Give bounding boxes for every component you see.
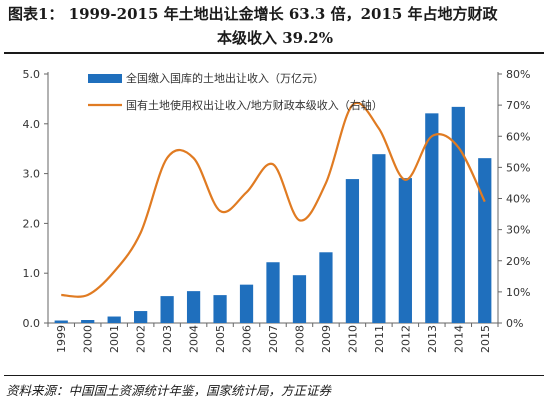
x-tick-label: 2015: [479, 325, 492, 353]
x-tick-label: 2013: [426, 325, 439, 353]
y-right-tick-label: 80%: [506, 68, 530, 81]
x-tick-label: 2000: [82, 325, 95, 353]
bar: [372, 154, 386, 323]
x-tick-label: 2009: [320, 325, 333, 353]
x-tick-label: 2008: [293, 325, 306, 353]
x-tick-label: 2002: [135, 325, 148, 353]
chart-title-line-1: 图表1： 1999-2015 年土地出让金增长 63.3 倍，2015 年占地方…: [8, 5, 498, 23]
y-right-tick-label: 20%: [506, 255, 530, 268]
legend-bar-label: 全国缴入国库的土地出让收入（万亿元）: [126, 71, 324, 85]
x-tick-label: 2012: [399, 325, 412, 353]
y-right-tick-label: 70%: [506, 99, 530, 112]
legend-line-label: 国有土地使用权出让收入/地方财政本级收入（右轴）: [126, 98, 383, 112]
ratio-line: [61, 101, 486, 298]
y-right-tick-label: 0%: [506, 317, 523, 330]
bar: [81, 320, 95, 323]
y-right-tick-label: 40%: [506, 193, 530, 206]
bar: [186, 291, 201, 323]
source-note: 资料来源：中国国土资源统计年鉴，国家统计局，方正证券: [6, 383, 332, 398]
y-left-tick-label: 5.0: [23, 68, 41, 81]
y-right-tick-label: 30%: [506, 224, 530, 237]
bar: [451, 106, 465, 323]
bar: [266, 262, 280, 323]
bar: [213, 295, 227, 323]
x-tick-label: 2006: [241, 325, 254, 353]
bar: [54, 320, 68, 323]
legend-bar-swatch: [88, 74, 122, 83]
x-tick-label: 2001: [108, 325, 121, 353]
y-left-tick-label: 1.0: [23, 267, 41, 280]
bar: [478, 158, 492, 323]
source-divider: [4, 375, 544, 376]
y-right-tick-label: 50%: [506, 161, 530, 174]
bar: [292, 275, 307, 323]
x-tick-label: 2004: [188, 325, 201, 353]
x-tick-label: 2007: [267, 325, 280, 353]
bar: [160, 296, 174, 323]
y-right-tick-label: 10%: [506, 286, 530, 299]
x-tick-label: 2005: [214, 325, 227, 353]
y-left-tick-label: 4.0: [23, 118, 41, 131]
y-left-tick-label: 2.0: [23, 217, 41, 230]
combo-chart: 0.0 1.0 2.0 3.0 4.0 5.0 0% 10% 20% 30% 40% 50% 60% 70…: [23, 68, 531, 353]
chart-title-line-2: 本级收入 39.2%: [216, 29, 333, 47]
y-left-tick-label: 3.0: [23, 168, 41, 181]
bar: [319, 252, 333, 323]
bar: [239, 284, 254, 323]
bar: [107, 316, 121, 323]
bar: [134, 311, 148, 323]
title-divider: [4, 52, 544, 54]
x-tick-label: 1999: [55, 325, 68, 353]
y-left-tick-label: 0.0: [23, 317, 41, 330]
bar: [398, 178, 412, 323]
bar: [345, 179, 360, 323]
x-tick-label: 2014: [452, 325, 465, 353]
bar: [425, 113, 439, 323]
y-right-tick-label: 60%: [506, 130, 530, 143]
x-tick-label: 2010: [346, 325, 359, 353]
legend: 全国缴入国库的土地出让收入（万亿元） 国有土地使用权出让收入/地方财政本级收入（右…: [88, 71, 383, 112]
x-tick-label: 2003: [161, 325, 174, 353]
x-tick-label: 2011: [373, 325, 386, 353]
